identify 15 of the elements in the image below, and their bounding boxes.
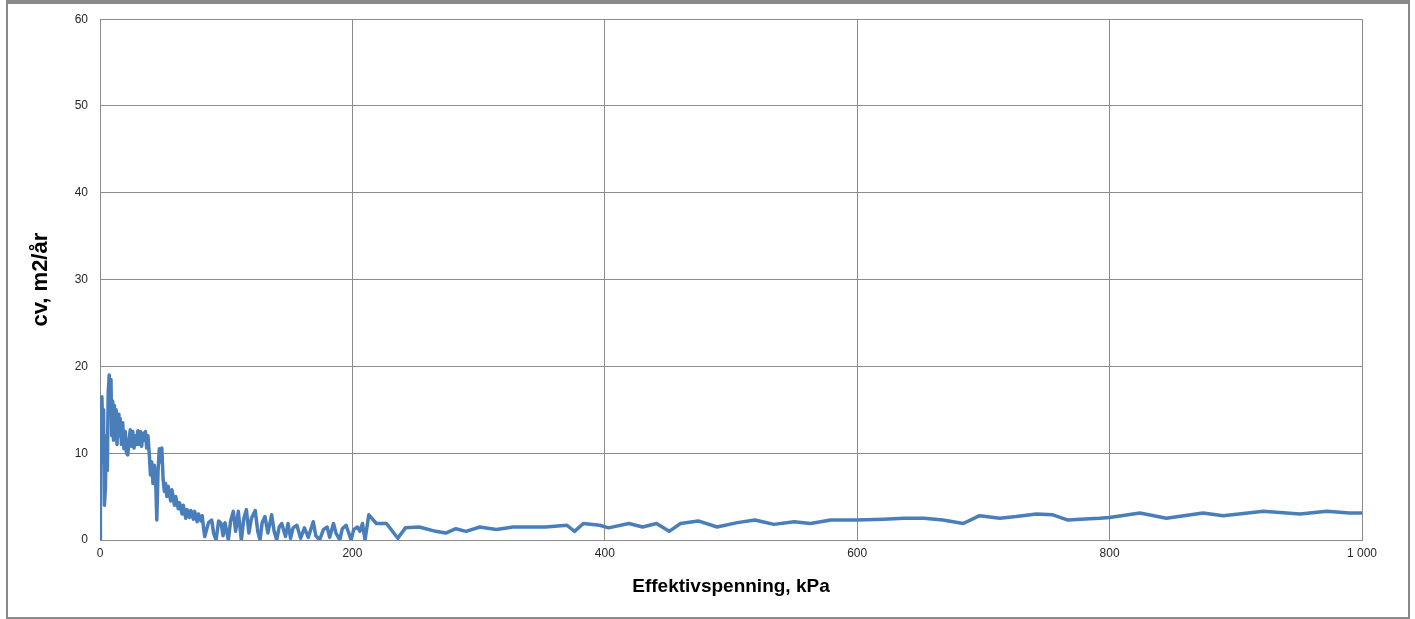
x-tick-label: 400 <box>594 545 616 560</box>
y-tick-label: 40 <box>74 185 89 200</box>
x-tick-label: 0 <box>96 545 104 560</box>
x-tick-label: 800 <box>1099 545 1120 560</box>
y-tick-label: 30 <box>74 271 89 286</box>
x-axis-title: Effektivspenning, kPa <box>632 574 831 596</box>
y-tick-label: 60 <box>74 11 89 26</box>
y-tick-label: 20 <box>74 358 89 373</box>
y-axis-title: cv, m2/år <box>27 232 53 327</box>
x-tick-label: 1 000 <box>1346 545 1378 560</box>
x-tick-label: 600 <box>847 545 868 560</box>
y-tick-label: 10 <box>74 445 89 460</box>
y-tick-label: 0 <box>81 532 89 547</box>
x-tick-label: 200 <box>342 545 363 560</box>
y-tick-label: 50 <box>74 98 89 113</box>
